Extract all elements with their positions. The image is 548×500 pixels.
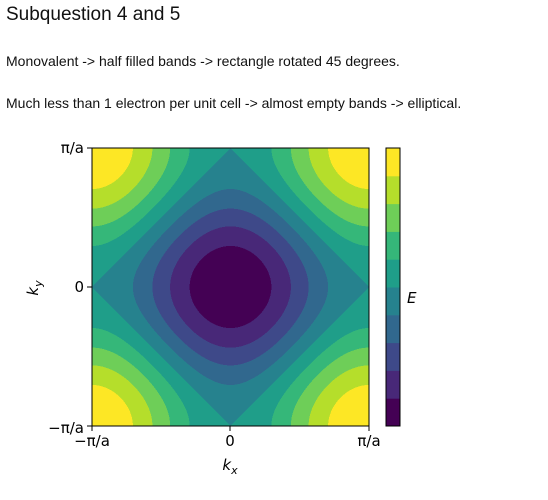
energy-contour-image xyxy=(92,148,369,426)
y-tick-label-middle: 0 xyxy=(74,278,84,296)
y-tick-label-top: π/a xyxy=(61,139,84,157)
y-tick-label-bottom: −π/a xyxy=(48,419,84,437)
colorbar-band xyxy=(386,398,400,427)
colorbar-band xyxy=(386,314,400,344)
y-axis: π/a 0 −π/a ky xyxy=(24,139,92,437)
band-energy-figure: π/a 0 −π/a ky −π/a 0 π/a kx E xyxy=(24,139,417,477)
x-tick-label-left: −π/a xyxy=(74,432,110,450)
colorbar-band xyxy=(386,203,400,232)
colorbar-band xyxy=(386,259,400,288)
colorbar-frame xyxy=(385,147,401,427)
x-tick-label-middle: 0 xyxy=(225,432,235,450)
colorbar-band xyxy=(386,148,400,177)
colorbar-band xyxy=(386,287,400,316)
colorbar-band xyxy=(386,175,400,205)
x-axis: −π/a 0 π/a kx xyxy=(74,426,381,477)
colorbar-label: E xyxy=(407,289,417,307)
note-monovalent: Monovalent -> half filled bands -> recta… xyxy=(6,53,400,69)
colorbar-band xyxy=(386,231,400,260)
colorbar-band xyxy=(386,370,400,399)
section-heading: Subquestion 4 and 5 xyxy=(6,4,181,25)
colorbar: E xyxy=(385,147,417,427)
x-axis-label: kx xyxy=(222,456,238,477)
colorbar-band xyxy=(386,342,400,371)
y-axis-label: ky xyxy=(24,280,45,296)
contour-plot xyxy=(91,147,370,427)
x-tick-label-right: π/a xyxy=(357,432,380,450)
note-empty-bands: Much less than 1 electron per unit cell … xyxy=(6,95,462,111)
